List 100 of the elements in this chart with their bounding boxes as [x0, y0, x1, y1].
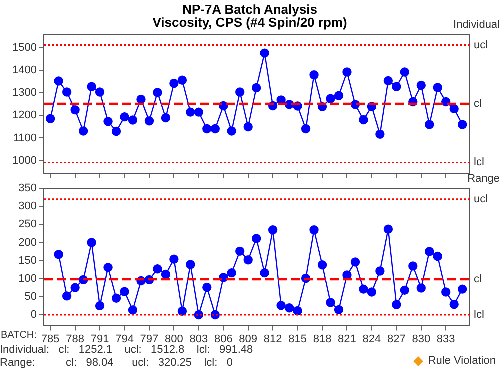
- point: [260, 268, 270, 278]
- point: [376, 130, 385, 140]
- point: [178, 76, 188, 85]
- x-tick-label: 791: [90, 333, 110, 346]
- point: [301, 124, 311, 134]
- point: [194, 108, 204, 117]
- point: [450, 104, 459, 114]
- ref-line-label: cl: [474, 98, 482, 110]
- point: [70, 283, 80, 292]
- point: [104, 263, 113, 272]
- x-tick-label: 818: [313, 333, 332, 346]
- text: Rule Violation: [428, 355, 496, 367]
- point: [70, 105, 80, 115]
- x-tick-label: 833: [436, 333, 456, 346]
- point: [433, 252, 442, 262]
- point: [359, 284, 368, 294]
- y-tick-label: 250: [18, 218, 37, 231]
- y-tick-label: 50: [24, 290, 37, 303]
- point: [293, 306, 302, 316]
- ref-line-label: cl: [474, 274, 482, 286]
- point: [54, 76, 64, 86]
- point: [458, 120, 468, 130]
- point: [392, 82, 402, 92]
- point: [78, 126, 88, 136]
- point: [244, 255, 253, 265]
- point: [153, 264, 162, 274]
- point: [104, 116, 113, 126]
- point: [458, 284, 468, 294]
- point: [384, 224, 394, 234]
- y-tick-label: 1300: [12, 87, 37, 100]
- point: [62, 292, 72, 301]
- y-tick-label: 1200: [12, 110, 37, 122]
- point: [276, 300, 286, 310]
- point: [400, 286, 410, 296]
- point: [227, 126, 236, 136]
- x-tick-label: 794: [116, 333, 134, 346]
- x-axis-title: BATCH:: [1, 330, 37, 341]
- text: Range: cl: 98.04 ucl: 320.25 lcl: 0: [0, 357, 233, 369]
- x-tick-label: 809: [239, 333, 258, 346]
- point: [359, 115, 368, 125]
- point: [186, 260, 196, 270]
- point: [425, 247, 434, 256]
- point: [95, 88, 105, 97]
- point: [326, 298, 336, 308]
- y-tick-label: 1100: [13, 132, 37, 144]
- y-tick-label: 100: [18, 272, 37, 285]
- point: [136, 94, 146, 104]
- y-tick-label: 1500: [12, 42, 37, 54]
- y-tick-label: 150: [18, 254, 37, 267]
- point: [161, 270, 171, 280]
- x-tick-label: 797: [140, 333, 159, 346]
- point: [210, 124, 220, 134]
- chart-title: NP-7A Batch Analysis: [182, 2, 318, 17]
- point: [342, 68, 352, 77]
- point: [408, 262, 418, 271]
- point: [112, 126, 122, 136]
- x-tick-label: 830: [412, 333, 431, 346]
- y-tick-label: 1400: [12, 64, 37, 77]
- y-tick-label: 300: [18, 200, 37, 213]
- point: [46, 114, 56, 124]
- point: [186, 108, 196, 117]
- y-tick-label: 0: [30, 309, 37, 321]
- point: [161, 113, 171, 123]
- point: [244, 122, 253, 132]
- point: [87, 82, 96, 92]
- x-tick-label: 812: [264, 333, 282, 346]
- point: [202, 124, 212, 134]
- y-axis-title: Individual: [454, 19, 500, 31]
- point: [284, 304, 294, 313]
- point: [120, 112, 130, 122]
- ref-line-label: lcl: [474, 309, 484, 321]
- point: [170, 78, 179, 88]
- point: [310, 70, 319, 80]
- point: [236, 246, 245, 256]
- ref-line-label: ucl: [474, 39, 488, 52]
- y-tick-label: 1000: [12, 154, 37, 167]
- point: [112, 294, 122, 303]
- x-tick-label: 785: [41, 333, 60, 346]
- point: [433, 83, 442, 92]
- x-tick-label: 788: [66, 333, 84, 346]
- point: [334, 305, 344, 315]
- point: [153, 88, 162, 98]
- y-tick-label: 200: [18, 236, 37, 249]
- point: [400, 68, 410, 77]
- point: [236, 88, 245, 97]
- x-tick-label: 824: [362, 333, 382, 346]
- point: [87, 238, 96, 248]
- point: [120, 287, 130, 296]
- point: [416, 284, 426, 293]
- ref-line-label: ucl: [474, 193, 488, 206]
- y-axis-title: Range: [468, 173, 500, 185]
- x-tick-label: 803: [190, 333, 208, 346]
- point: [392, 300, 402, 310]
- point: [227, 268, 236, 278]
- point: [310, 226, 319, 235]
- point: [252, 234, 262, 244]
- point: [144, 116, 154, 126]
- point: [95, 301, 105, 311]
- point: [384, 76, 394, 86]
- point: [350, 258, 360, 267]
